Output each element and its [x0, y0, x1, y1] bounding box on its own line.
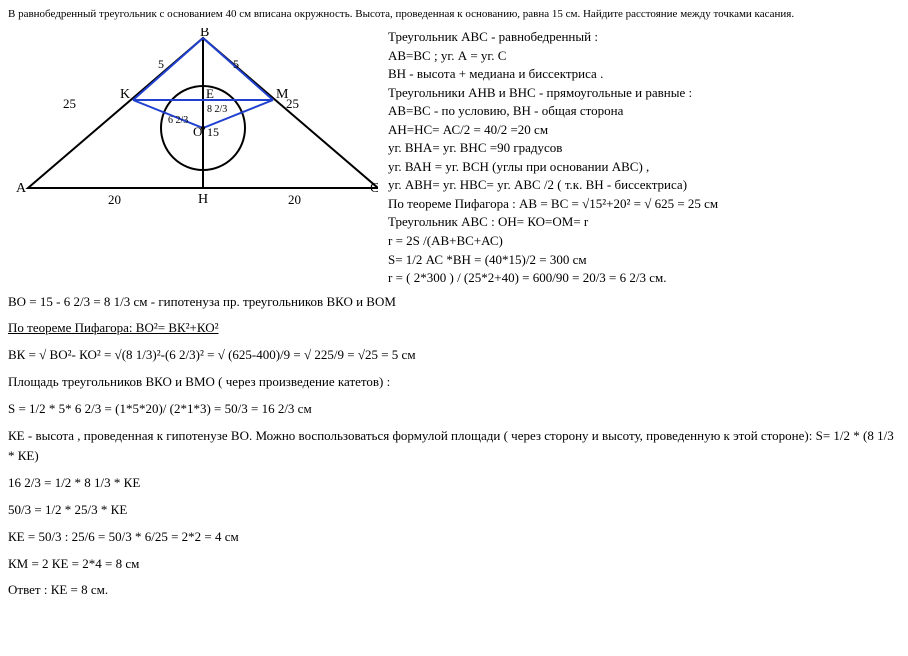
- triangle-svg: A B C H K M E O 25 5 5 25 20 20 15 6 2/3…: [8, 28, 378, 228]
- line: АВ=ВС - по условию, ВН - общая сторона: [388, 102, 900, 120]
- svg-text:25: 25: [63, 96, 76, 111]
- line: КЕ - высота , проведенная к гипотенузе В…: [8, 426, 900, 468]
- line: АН=НС= АС/2 = 40/2 =20 см: [388, 121, 900, 139]
- line: По теореме Пифагора: ВО²= ВК²+КО²: [8, 318, 219, 339]
- svg-text:5: 5: [158, 57, 164, 71]
- svg-text:6 2/3: 6 2/3: [168, 115, 188, 126]
- line: КЕ = 50/3 : 25/6 = 50/3 * 6/25 = 2*2 = 4…: [8, 527, 900, 548]
- svg-text:5: 5: [233, 57, 239, 71]
- svg-text:25: 25: [286, 96, 299, 111]
- svg-text:K: K: [120, 87, 130, 102]
- line: Площадь треугольников ВКО и ВМО ( через …: [8, 372, 900, 393]
- line: Ответ : КЕ = 8 см.: [8, 580, 900, 601]
- line: 16 2/3 = 1/2 * 8 1/3 * КЕ: [8, 473, 900, 494]
- solution-bottom: ВО = 15 - 6 2/3 = 8 1/3 см - гипотенуза …: [8, 292, 900, 602]
- line: ВО = 15 - 6 2/3 = 8 1/3 см - гипотенуза …: [8, 292, 900, 313]
- line: уг. ВАН = уг. ВСН (углы при основании АВ…: [388, 158, 900, 176]
- line: КМ = 2 КЕ = 2*4 = 8 см: [8, 554, 900, 575]
- line: r = 2S /(АВ+ВС+АС): [388, 232, 900, 250]
- line: уг. АВН= уг. НВС= уг. АВС /2 ( т.к. ВН -…: [388, 176, 900, 194]
- line: ВК = √ ВО²- КО² = √(8 1/3)²-(6 2/3)² = √…: [8, 345, 900, 366]
- svg-text:O: O: [193, 124, 202, 139]
- svg-text:C: C: [370, 181, 378, 196]
- line: S = 1/2 * 5* 6 2/3 = (1*5*20)/ (2*1*3) =…: [8, 399, 900, 420]
- top-section: A B C H K M E O 25 5 5 25 20 20 15 6 2/3…: [8, 28, 900, 288]
- line: Треугольник АВС - равнобедренный :: [388, 28, 900, 46]
- line: r = ( 2*300 ) / (25*2+40) = 600/90 = 20/…: [388, 269, 900, 287]
- svg-text:8 2/3: 8 2/3: [207, 104, 227, 115]
- line: S= 1/2 АС *ВН = (40*15)/2 = 300 см: [388, 251, 900, 269]
- svg-text:15: 15: [207, 125, 219, 139]
- line: уг. ВНА= уг. ВНС =90 градусов: [388, 139, 900, 157]
- svg-text:A: A: [16, 181, 27, 196]
- line: Треугольник АВС : ОН= КО=ОМ= r: [388, 213, 900, 231]
- svg-text:E: E: [206, 86, 214, 101]
- line: ВН - высота + медиана и биссектриса .: [388, 65, 900, 83]
- svg-text:20: 20: [108, 192, 121, 207]
- line: АВ=ВС ; уг. А = уг. С: [388, 47, 900, 65]
- line: 50/3 = 1/2 * 25/3 * КЕ: [8, 500, 900, 521]
- svg-text:H: H: [198, 192, 208, 207]
- svg-text:B: B: [200, 28, 209, 40]
- geometry-diagram: A B C H K M E O 25 5 5 25 20 20 15 6 2/3…: [8, 28, 378, 228]
- svg-text:20: 20: [288, 192, 301, 207]
- solution-right-column: Треугольник АВС - равнобедренный : АВ=ВС…: [388, 28, 900, 288]
- line: По теореме Пифагора : АВ = ВС = √15²+20²…: [388, 195, 900, 213]
- line: Треугольники АНВ и ВНС - прямоугольные и…: [388, 84, 900, 102]
- problem-statement: В равнобедренный треугольник с основание…: [8, 8, 900, 20]
